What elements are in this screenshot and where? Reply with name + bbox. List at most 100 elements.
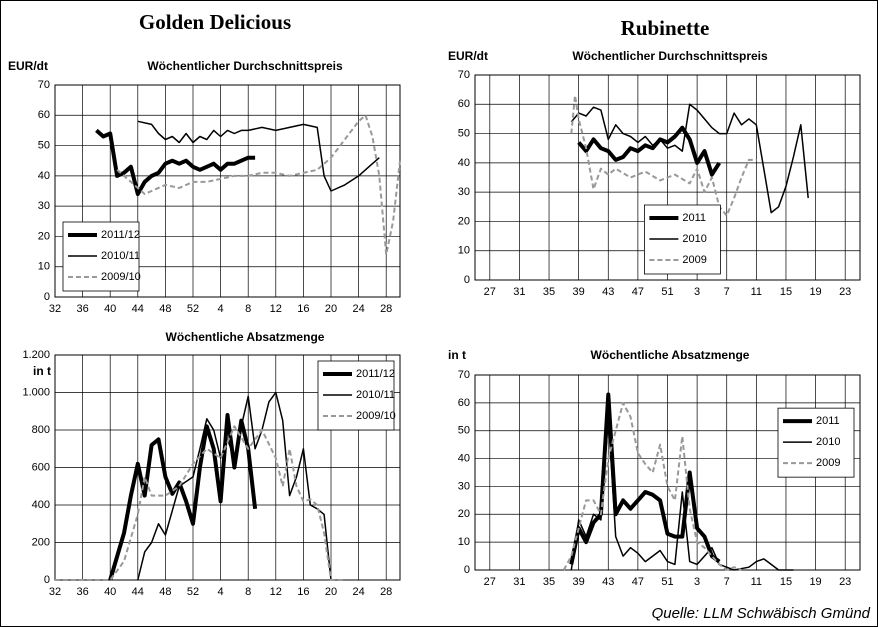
x-tick-label: 3 [694, 286, 700, 298]
y-tick-label: 800 [32, 424, 50, 436]
legend-label: 2010 [682, 233, 706, 245]
x-tick-label: 24 [352, 303, 364, 315]
x-tick-label: 32 [49, 586, 61, 598]
y-tick-label: 60 [458, 98, 470, 110]
y-tick-label: 70 [38, 79, 50, 91]
y-tick-label: 20 [458, 215, 470, 227]
x-tick-label: 47 [632, 576, 644, 588]
y-tick-label: 10 [38, 261, 50, 273]
y-tick-label: 10 [458, 536, 470, 548]
y-tick-label: 50 [38, 139, 50, 151]
x-tick-label: 16 [297, 586, 309, 598]
x-tick-label: 23 [839, 286, 851, 298]
x-tick-label: 32 [49, 303, 61, 315]
y-tick-label: 70 [458, 69, 470, 81]
y-tick-label: 0 [464, 564, 470, 576]
x-tick-label: 36 [76, 586, 88, 598]
x-tick-label: 52 [187, 303, 199, 315]
subtitle: Wöchentlicher Durchschnittspreis [572, 49, 768, 63]
x-tick-label: 44 [132, 586, 144, 598]
y-tick-label: 20 [38, 230, 50, 242]
y-tick-label: 400 [32, 499, 50, 511]
y-axis-label: EUR/dt [8, 59, 48, 73]
x-tick-label: 27 [484, 576, 496, 588]
x-tick-label: 8 [245, 586, 251, 598]
x-tick-label: 39 [573, 576, 585, 588]
x-tick-label: 28 [380, 303, 392, 315]
x-tick-label: 11 [751, 286, 762, 298]
x-tick-label: 19 [809, 576, 821, 588]
x-tick-label: 7 [724, 576, 730, 588]
series-line [570, 416, 794, 571]
x-tick-label: 43 [602, 286, 614, 298]
subtitle: Wöchentliche Absatzmenge [591, 348, 750, 362]
x-tick-label: 28 [380, 586, 392, 598]
legend-label: 2009/10 [101, 271, 141, 283]
y-tick-label: 30 [38, 200, 50, 212]
header: Rubinette [621, 16, 710, 40]
y-tick-label: 50 [458, 425, 470, 437]
x-tick-label: 7 [724, 286, 730, 298]
x-tick-label: 20 [325, 303, 337, 315]
x-tick-label: 51 [661, 576, 673, 588]
x-tick-label: 47 [632, 286, 644, 298]
y-tick-label: 0 [44, 291, 50, 303]
series-line [569, 392, 721, 565]
x-tick-label: 36 [76, 303, 88, 315]
x-tick-label: 19 [809, 286, 821, 298]
x-tick-label: 16 [297, 303, 309, 315]
x-tick-label: 44 [132, 303, 144, 315]
x-tick-label: 3 [694, 576, 700, 588]
y-tick-label: 70 [458, 369, 470, 381]
x-tick-label: 11 [751, 576, 762, 588]
y-tick-label: 600 [32, 461, 50, 473]
legend-label: 2010 [816, 436, 840, 448]
series-line [137, 391, 332, 581]
legend-label: 2010/11 [101, 250, 140, 262]
y-tick-label: 40 [458, 452, 470, 464]
x-tick-label: 15 [780, 286, 792, 298]
x-tick-label: 24 [352, 586, 364, 598]
series-line [562, 401, 742, 571]
x-tick-label: 23 [839, 576, 851, 588]
legend-label: 2011 [682, 212, 706, 224]
x-tick-label: 20 [325, 586, 337, 598]
y-tick-label: 0 [44, 574, 50, 586]
subtitle: Wöchentlicher Durchschnittspreis [147, 59, 343, 73]
legend-label: 2011/12 [356, 368, 395, 380]
y-axis-label: in t [33, 364, 51, 378]
x-tick-label: 4 [218, 303, 224, 315]
x-tick-label: 40 [104, 586, 116, 598]
legend-label: 2009 [682, 254, 706, 266]
x-tick-label: 43 [602, 576, 614, 588]
y-tick-label: 1.000 [22, 386, 50, 398]
series-line [95, 128, 256, 196]
x-tick-label: 48 [159, 303, 171, 315]
x-tick-label: 27 [484, 286, 496, 298]
y-axis-label: EUR/dt [448, 49, 488, 63]
series-line [570, 103, 809, 214]
series-line [570, 94, 757, 217]
y-tick-label: 200 [32, 536, 50, 548]
header: Golden Delicious [139, 10, 291, 34]
y-tick-label: 40 [38, 170, 50, 182]
y-axis-label: in t [448, 348, 466, 362]
legend-label: 2009 [816, 457, 840, 469]
x-tick-label: 15 [780, 576, 792, 588]
x-tick-label: 4 [218, 586, 224, 598]
legend-label: 2011/12 [101, 229, 140, 241]
y-tick-label: 0 [464, 274, 470, 286]
y-tick-label: 30 [458, 186, 470, 198]
x-tick-label: 12 [270, 586, 282, 598]
y-tick-label: 60 [458, 397, 470, 409]
x-tick-label: 31 [513, 286, 525, 298]
series-line [577, 125, 721, 177]
y-tick-label: 60 [38, 109, 50, 121]
legend-label: 2009/10 [356, 410, 396, 422]
x-tick-label: 31 [513, 576, 525, 588]
y-tick-label: 30 [458, 480, 470, 492]
y-tick-label: 1.200 [22, 349, 50, 361]
x-tick-label: 39 [573, 286, 585, 298]
x-tick-label: 35 [543, 286, 555, 298]
